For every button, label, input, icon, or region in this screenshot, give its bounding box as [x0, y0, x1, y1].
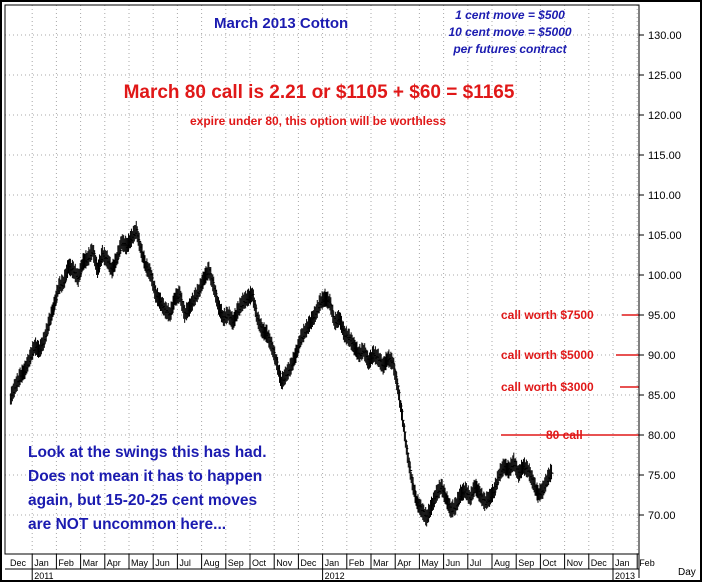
x-tick-label: May — [421, 558, 439, 568]
x-tick-label: Jun — [446, 558, 461, 568]
x-tick-label: Aug — [204, 558, 220, 568]
time-axis: Dec Jan 2011 Feb Mar Apr May Jun Jul Aug Sep Oct Nov… — [5, 554, 655, 581]
x-tick-label: Sep — [228, 558, 244, 568]
reference-line-label: call worth $3000 — [501, 380, 594, 394]
x-tick-label: Jul — [179, 558, 191, 568]
reference-line-label: call worth $5000 — [501, 348, 594, 362]
headline-annotation: March 80 call is 2.21 or $1105 + $60 = $… — [124, 82, 515, 103]
x-tick-label: Mar — [373, 558, 389, 568]
y-tick-label: 90.00 — [648, 350, 676, 362]
y-tick-label: 110.00 — [648, 190, 681, 202]
x-tick-label: Jun — [155, 558, 170, 568]
x-tick-label: Jan — [615, 558, 630, 568]
x-tick-label: Oct — [252, 558, 267, 568]
y-tick-label: 120.00 — [648, 110, 682, 122]
x-tick-label: Jul — [470, 558, 482, 568]
x-tick-label: Feb — [639, 558, 655, 568]
x-tick-label: Dec — [10, 558, 27, 568]
reference-line-label: 80 call — [546, 428, 583, 442]
x-tick-label: Jan — [325, 558, 340, 568]
note-line-1: 1 cent move = $500 — [455, 8, 565, 22]
price-axis: 70.00 75.00 80.00 85.00 90.00 95.00 100.00 105.… — [639, 30, 682, 522]
x-tick-label: Nov — [567, 558, 584, 568]
y-tick-label: 95.00 — [648, 310, 676, 322]
reference-line-label: call worth $7500 — [501, 308, 594, 322]
y-tick-label: 130.00 — [648, 30, 682, 42]
y-tick-label: 70.00 — [648, 510, 676, 522]
x-tick-label: Feb — [58, 558, 74, 568]
y-tick-label: 100.00 — [648, 270, 682, 282]
price-bars — [9, 220, 554, 527]
x-year-label: 2012 — [325, 571, 345, 581]
reference-lines: call worth $7500 call worth $5000 call wor… — [501, 308, 639, 442]
y-tick-label: 105.00 — [648, 230, 682, 242]
comment-line-1: Look at the swings this has had. — [28, 444, 267, 461]
note-line-2: 10 cent move = $5000 — [448, 25, 571, 39]
expiry-annotation: expire under 80, this option will be wor… — [190, 114, 446, 128]
comment-line-4: are NOT uncommon here... — [28, 516, 226, 533]
x-tick-label: Oct — [542, 558, 557, 568]
y-tick-label: 115.00 — [648, 150, 681, 162]
x-tick-label: Sep — [518, 558, 534, 568]
x-tick-label: Mar — [83, 558, 99, 568]
x-tick-label: Aug — [494, 558, 510, 568]
x-tick-label: Apr — [107, 558, 121, 568]
x-tick-label: May — [131, 558, 149, 568]
y-tick-label: 75.00 — [648, 470, 676, 482]
x-tick-label: Jan — [34, 558, 49, 568]
x-year-label: 2013 — [615, 571, 635, 581]
comment-line-3: again, but 15-20-25 cent moves — [28, 492, 257, 509]
x-tick-label: Apr — [397, 558, 411, 568]
x-tick-label: Dec — [591, 558, 608, 568]
x-tick-label: Feb — [349, 558, 365, 568]
x-tick-label: Nov — [276, 558, 293, 568]
y-tick-label: 125.00 — [648, 70, 682, 82]
x-year-label: 2011 — [34, 571, 53, 581]
note-line-3: per futures contract — [452, 42, 567, 56]
x-axis-unit-label: Day — [678, 567, 696, 578]
y-tick-label: 85.00 — [648, 390, 676, 402]
chart-title: March 2013 Cotton — [214, 15, 348, 32]
y-tick-label: 80.00 — [648, 430, 676, 442]
comment-line-2: Does not mean it has to happen — [28, 468, 262, 485]
x-tick-label: Dec — [300, 558, 317, 568]
